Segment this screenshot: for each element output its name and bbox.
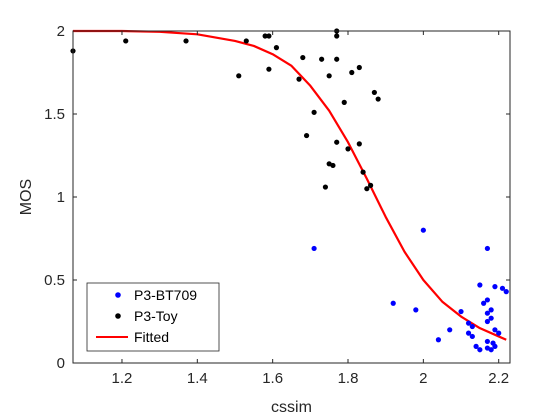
y-tick-label: 1 (57, 189, 65, 206)
data-point-p3-toy (296, 76, 302, 82)
data-point-p3-toy (360, 169, 366, 175)
x-tick-label: 1.8 (338, 370, 359, 387)
data-point-p3-bt709 (499, 285, 506, 291)
data-point-p3-toy (334, 139, 340, 145)
data-point-p3-toy (262, 33, 268, 39)
data-point-p3-bt709 (484, 318, 490, 325)
y-axis-ticks: 0 0.5 1 1.5 2 (44, 23, 510, 372)
data-point-p3-bt709 (477, 282, 483, 288)
data-point-p3-bt709 (311, 245, 317, 252)
data-point-p3-bt709 (447, 327, 453, 333)
data-point-p3-bt709 (492, 284, 498, 290)
data-point-p3-toy (371, 89, 377, 96)
y-axis-title: MOS (18, 179, 35, 215)
x-axis-ticks: 1.2 1.4 1.6 1.8 2 2.2 (112, 31, 509, 387)
data-point-p3-bt709 (469, 323, 475, 330)
data-point-p3-bt709 (484, 297, 490, 303)
data-point-p3-toy (303, 132, 310, 139)
data-point-p3-bt709 (496, 330, 502, 336)
x-tick-label: 2.2 (488, 370, 509, 387)
x-tick-label: 1.4 (187, 370, 208, 387)
legend-marker-p3-toy (115, 313, 121, 319)
y-tick-label: 1.5 (44, 106, 65, 123)
data-point-p3-bt709 (465, 330, 472, 336)
data-point-p3-toy (356, 141, 362, 147)
data-point-p3-toy (266, 66, 272, 72)
data-point-p3-toy (334, 56, 340, 62)
x-axis-title: cssim (271, 399, 312, 416)
data-point-p3-bt709 (413, 307, 419, 313)
data-point-p3-toy (349, 69, 355, 76)
fitted-series-layer (73, 29, 507, 341)
data-point-p3-toy (311, 109, 317, 115)
points-layer (70, 28, 509, 353)
y-tick-label: 2 (57, 23, 65, 40)
data-point-p3-bt709 (484, 245, 490, 252)
data-point-p3-toy (236, 73, 242, 79)
data-point-p3-bt709 (420, 227, 426, 233)
y-tick-label: 0.5 (44, 272, 65, 289)
data-point-p3-toy (266, 33, 272, 39)
data-point-p3-bt709 (435, 337, 442, 343)
data-point-p3-bt709 (458, 308, 464, 315)
legend-marker-p3-bt709 (115, 292, 121, 298)
data-point-p3-bt709 (488, 347, 494, 353)
data-point-p3-bt709 (469, 333, 475, 340)
data-point-p3-bt709 (473, 343, 479, 349)
data-point-p3-toy (123, 38, 129, 44)
data-point-p3-bt709 (484, 338, 490, 345)
data-point-p3-bt709 (484, 310, 490, 316)
data-point-p3-toy (326, 73, 332, 79)
data-point-p3-bt709 (488, 315, 494, 321)
data-point-p3-toy (322, 184, 329, 190)
data-point-p3-toy (273, 45, 280, 51)
fitted-curve (73, 29, 507, 341)
legend-box (86, 282, 220, 352)
data-point-p3-bt709 (390, 300, 396, 306)
y-tick-label: 0 (57, 355, 65, 372)
data-point-p3-toy (300, 54, 306, 61)
data-point-p3-bt709 (465, 320, 472, 326)
data-point-p3-bt709 (503, 289, 509, 295)
data-point-p3-toy (319, 56, 325, 62)
legend-label-p3-bt709: P3-BT709 (134, 287, 197, 303)
data-point-p3-toy (334, 33, 340, 39)
data-point-p3-toy (183, 38, 189, 44)
data-point-p3-bt709 (492, 327, 498, 333)
x-tick-label: 1.2 (112, 370, 133, 387)
data-point-p3-bt709 (492, 343, 498, 349)
data-point-p3-bt709 (488, 307, 494, 313)
data-point-p3-toy (330, 162, 336, 169)
data-point-p3-toy (375, 96, 381, 102)
data-point-p3-toy (345, 146, 351, 152)
x-tick-label: 1.6 (262, 370, 283, 387)
legend-label-p3-toy: P3-Toy (134, 308, 178, 324)
data-point-p3-toy (368, 182, 374, 188)
x-tick-label: 2 (419, 370, 427, 387)
data-point-p3-toy (356, 64, 362, 71)
data-point-p3-bt709 (481, 300, 487, 306)
data-point-p3-toy (341, 99, 347, 105)
legend: P3-BT709 P3-Toy Fitted (86, 282, 220, 352)
legend-label-fitted: Fitted (134, 329, 169, 345)
data-point-p3-bt709 (477, 347, 483, 353)
data-point-p3-toy (243, 38, 249, 44)
data-point-p3-toy (364, 186, 370, 192)
